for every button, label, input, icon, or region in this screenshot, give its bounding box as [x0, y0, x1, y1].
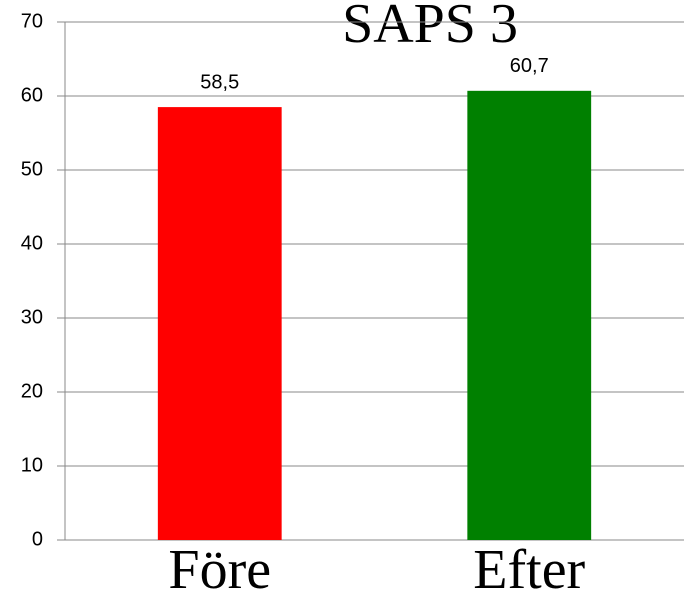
x-tick-label: Före [168, 539, 271, 591]
y-tick-label: 0 [32, 528, 43, 550]
y-tick-label: 50 [21, 158, 43, 180]
y-tick-label: 60 [21, 84, 43, 106]
bar [467, 90, 592, 540]
x-tick-label: Efter [473, 539, 585, 591]
value-label: 60,7 [510, 55, 549, 77]
y-tick-label: 10 [21, 454, 43, 476]
y-tick-label: 20 [21, 380, 43, 402]
value-label: 58,5 [200, 71, 239, 93]
y-tick-label: 70 [21, 10, 43, 32]
chart-title: SAPS 3 [342, 0, 518, 55]
y-tick-label: 40 [21, 232, 43, 254]
bar [157, 107, 282, 540]
y-tick-label: 30 [21, 306, 43, 328]
